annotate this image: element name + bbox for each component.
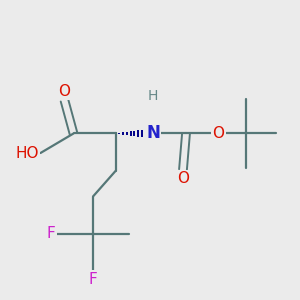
Text: O: O <box>212 126 224 141</box>
Text: HO: HO <box>16 146 39 160</box>
Text: O: O <box>177 171 189 186</box>
Text: O: O <box>58 84 70 99</box>
Text: F: F <box>88 272 98 286</box>
Text: N: N <box>146 124 160 142</box>
Text: H: H <box>148 89 158 103</box>
Text: F: F <box>47 226 56 242</box>
